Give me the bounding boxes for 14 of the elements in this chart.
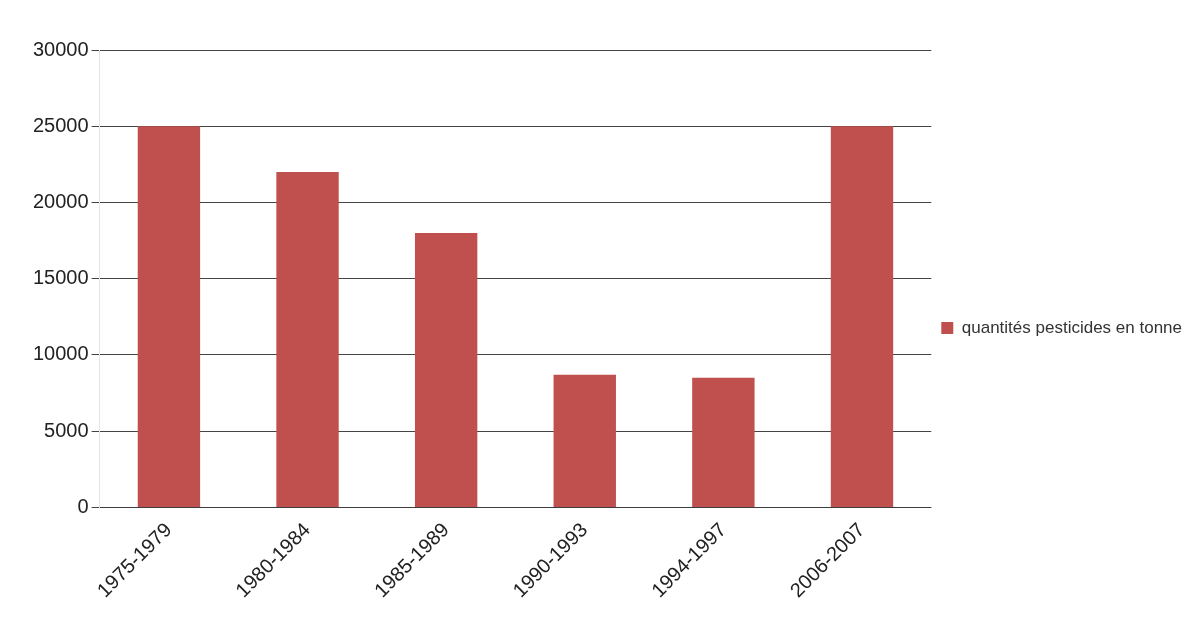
legend-label: quantités pesticides en tonne [961, 317, 1183, 337]
y-tick-label: 20000 [32, 189, 89, 212]
bar [414, 232, 478, 507]
y-tick-label: 5000 [44, 418, 89, 441]
y-tick-label: 30000 [32, 37, 89, 60]
y-tick-label: 10000 [32, 342, 89, 365]
bar [553, 374, 616, 507]
y-tick-label: 0 [77, 494, 89, 517]
bar [137, 126, 201, 507]
bar [276, 171, 339, 507]
bar [830, 126, 894, 507]
bar [692, 377, 755, 507]
y-tick-label: 25000 [32, 113, 89, 136]
y-tick-label: 15000 [32, 266, 89, 289]
